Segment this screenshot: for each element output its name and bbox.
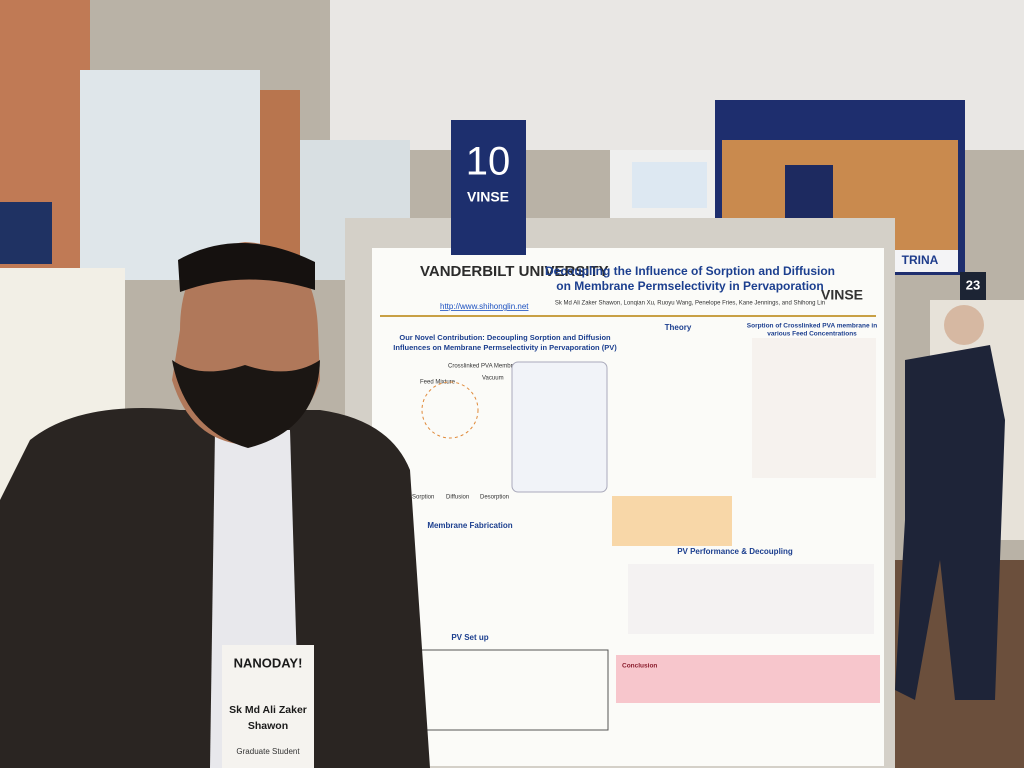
section-heading: PV Set up — [451, 633, 488, 642]
poster-title: Decoupling the Influence of Sorption and… — [545, 264, 835, 278]
badge-name: Shawon — [248, 720, 288, 732]
diagram-label: Diffusion — [446, 495, 469, 501]
visitor-head — [944, 305, 984, 345]
visitor — [895, 345, 1005, 700]
name-badge — [222, 645, 314, 768]
section-heading: Our Novel Contribution: Decoupling Sorpt… — [399, 333, 611, 342]
diagram-label: Desorption — [480, 495, 509, 501]
badge-role: Graduate Student — [236, 747, 300, 756]
section-heading: various Feed Concentrations — [767, 331, 857, 338]
text-box — [511, 361, 608, 493]
screen-brand: TRINA — [902, 253, 939, 267]
diagram-label: Crosslinked PVA Membrane — [448, 364, 523, 370]
badge-name: Sk Md Ali Zaker — [229, 704, 307, 716]
badge-event: NANODAY! — [234, 655, 303, 670]
poster-authors: Sk Md Ali Zaker Shawon, Lonqian Xu, Ruoy… — [555, 301, 825, 307]
diagram-label: Feed Mixture — [420, 380, 456, 386]
poster-url: http://www.shihonglin.net — [440, 302, 529, 311]
plot-panel — [752, 338, 876, 478]
section-heading: Sorption of Crosslinked PVA membrane in — [747, 323, 877, 330]
sign-label: VINSE — [467, 189, 509, 205]
section-heading: Membrane Fabrication — [427, 521, 512, 530]
window — [632, 162, 707, 208]
plot-panel — [628, 564, 874, 634]
highlight-box — [612, 496, 732, 546]
hair — [178, 242, 315, 292]
section-heading: PV Performance & Decoupling — [677, 547, 793, 556]
diagram-label: Sorption — [412, 495, 434, 501]
section-heading: Conclusion — [622, 663, 657, 670]
poster-title: on Membrane Permselectivity in Pervapora… — [556, 279, 823, 293]
section-heading: Influences on Membrane Permselectivity i… — [393, 343, 617, 352]
section-heading: Theory — [665, 323, 692, 332]
diagram-label: Vacuum — [482, 376, 504, 382]
conclusion-box — [616, 655, 880, 703]
booth-sign — [960, 272, 986, 300]
poster-logo: VINSE — [821, 287, 863, 303]
poster-institution: VANDERBILT UNIVERSITY — [420, 263, 609, 280]
diagram-molecules — [421, 381, 479, 439]
sign-number: 10 — [466, 140, 511, 184]
beard — [172, 360, 320, 448]
neighbor-sign — [0, 202, 52, 264]
booth-number: 23 — [966, 277, 980, 292]
table-sign — [451, 120, 526, 255]
